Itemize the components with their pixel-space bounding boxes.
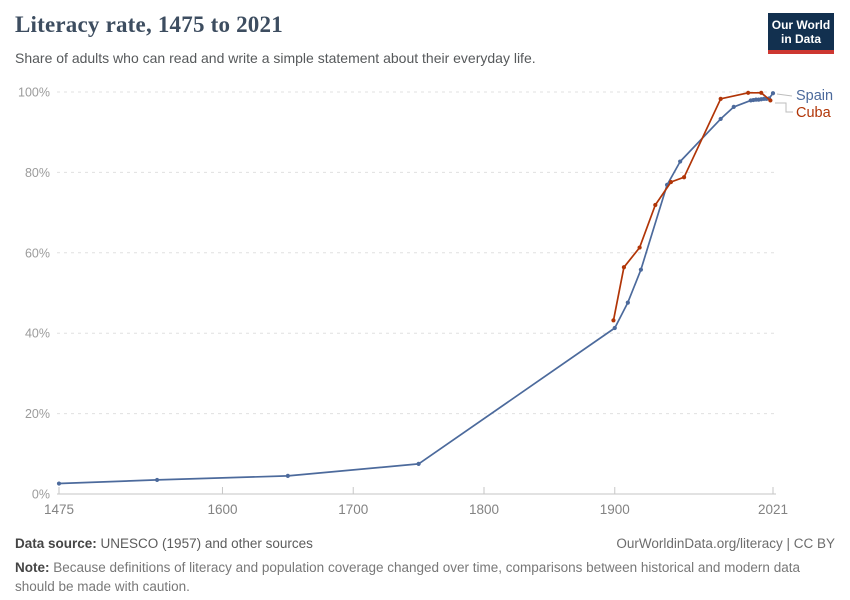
x-axis-label: 1800 [469, 502, 499, 517]
x-axis-label: 1700 [338, 502, 368, 517]
x-axis-label: 1900 [600, 502, 630, 517]
data-point-spain [678, 159, 683, 164]
series-line-spain[interactable] [58, 92, 774, 485]
data-point-spain [625, 300, 630, 305]
data-source-line: Data source: UNESCO (1957) and other sou… [15, 536, 313, 551]
y-axis-label: 100% [18, 86, 50, 100]
chart-footer: Data source: UNESCO (1957) and other sou… [15, 536, 835, 596]
license-text: | CC BY [782, 536, 835, 551]
note-label: Note: [15, 560, 50, 575]
data-point-cuba [746, 90, 751, 95]
data-point-spain [638, 267, 644, 272]
data-point-spain [285, 473, 290, 479]
data-point-spain [770, 91, 776, 96]
data-point-spain [718, 116, 723, 122]
x-axis-label: 1475 [44, 502, 74, 517]
data-point-spain [731, 104, 736, 109]
data-point-cuba [637, 245, 642, 250]
owid-logo-line2: in Data [780, 32, 821, 46]
series-label-cuba[interactable]: Cuba [796, 105, 832, 121]
y-axis-label: 20% [25, 407, 50, 421]
data-point-spain [612, 325, 617, 331]
data-point-cuba [621, 265, 627, 270]
data-point-cuba [681, 175, 687, 180]
data-point-cuba [759, 90, 764, 95]
data-source-label: Data source: [15, 536, 97, 551]
chart-subtitle: Share of adults who can read and write a… [15, 50, 536, 66]
y-axis-label: 80% [25, 166, 50, 180]
attribution-line: OurWorldinData.org/literacy | CC BY [616, 536, 835, 551]
data-point-spain [154, 477, 160, 483]
data-point-cuba [768, 98, 773, 103]
owid-url-link[interactable]: OurWorldinData.org/literacy [616, 536, 783, 551]
y-axis-label: 0% [32, 488, 50, 502]
data-point-spain [56, 481, 62, 486]
x-axis-label: 1600 [207, 502, 237, 517]
data-point-spain [416, 461, 421, 466]
data-point-cuba [611, 318, 616, 323]
data-source-value: UNESCO (1957) and other sources [100, 536, 313, 551]
series-label-spain[interactable]: Spain [796, 88, 833, 104]
literacy-line-chart: 0% 20% 40% 60% 80% 100% 1475 1600 1700 1800 1900 20… [18, 86, 833, 518]
chart-note: Note: Because definitions of literacy an… [15, 558, 835, 596]
owid-logo-line1: Our World [771, 18, 831, 32]
series-line-cuba[interactable] [612, 91, 771, 321]
y-axis-label: 60% [25, 246, 50, 260]
data-point-cuba [653, 202, 658, 208]
note-text: Because definitions of literacy and popu… [15, 560, 800, 595]
label-connector-spain [776, 93, 793, 97]
chart-title: Literacy rate, 1475 to 2021 [15, 12, 283, 37]
data-point-cuba [668, 179, 674, 185]
x-axis-label: 2021 [758, 502, 788, 517]
data-point-cuba [718, 96, 723, 101]
owid-logo[interactable]: Our World in Data [768, 13, 834, 54]
y-axis-label: 40% [25, 327, 50, 341]
label-connector-cuba [775, 102, 793, 113]
